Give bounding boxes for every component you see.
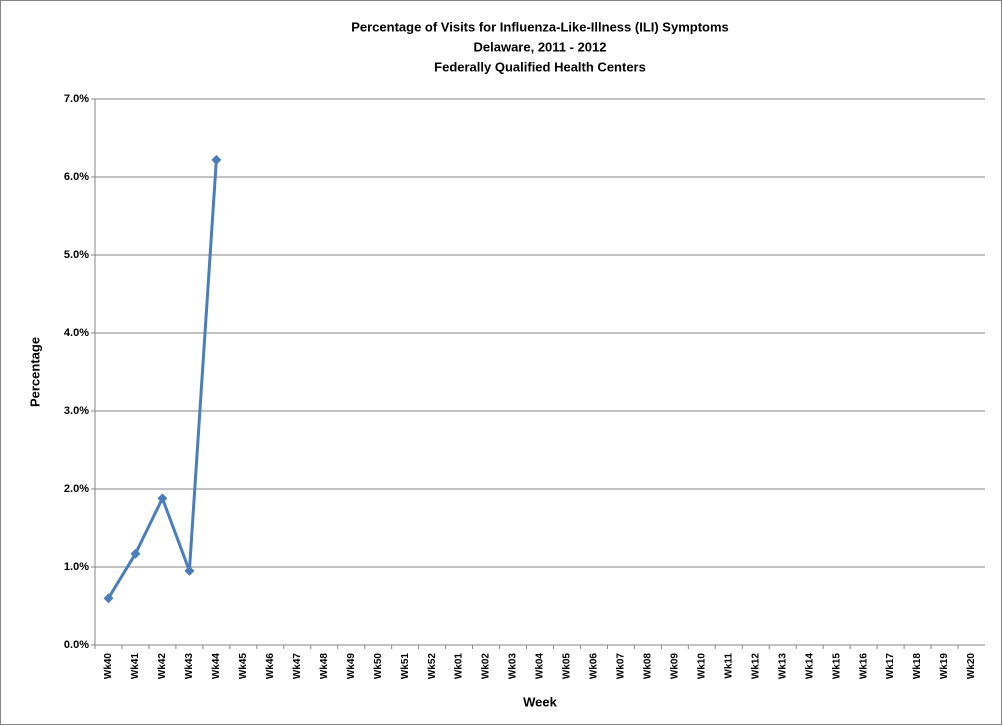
x-tick-label: Wk08: [643, 653, 654, 680]
x-tick-label: Wk17: [885, 653, 896, 680]
x-tick-label: Wk04: [535, 653, 546, 680]
y-tick-label: 0.0%: [64, 639, 89, 651]
x-tick-label: Wk18: [912, 653, 923, 680]
x-tick-label: Wk45: [238, 653, 249, 680]
x-tick-label: Wk01: [454, 653, 465, 680]
x-tick-label: Wk13: [777, 653, 788, 680]
x-tick-label: Wk19: [939, 653, 950, 680]
x-tick-label: Wk16: [858, 653, 869, 680]
x-tick-label: Wk06: [589, 653, 600, 680]
chart-subtitle: Delaware, 2011 - 2012: [474, 39, 607, 54]
x-tick-label: Wk20: [966, 653, 977, 680]
x-tick-label: Wk48: [319, 653, 330, 680]
y-axis-label: Percentage: [27, 337, 42, 407]
x-tick-label: Wk11: [723, 653, 734, 679]
data-point: [103, 593, 114, 604]
x-tick-label: Wk41: [130, 653, 141, 680]
y-tick-label: 5.0%: [64, 249, 89, 261]
x-tick-label: Wk03: [508, 653, 519, 680]
x-axis-label: Week: [523, 694, 557, 709]
x-tick-label: Wk40: [103, 653, 114, 680]
x-tick-label: Wk05: [562, 653, 573, 680]
x-tick-label: Wk46: [265, 653, 276, 680]
y-tick-label: 1.0%: [64, 561, 89, 573]
x-tick-label: Wk07: [616, 653, 627, 680]
y-tick-label: 2.0%: [64, 483, 89, 495]
y-tick-label: 3.0%: [64, 405, 89, 417]
x-tick-label: Wk43: [184, 653, 195, 680]
x-tick-label: Wk49: [346, 653, 357, 680]
x-tick-label: Wk50: [373, 653, 384, 680]
x-tick-label: Wk12: [750, 653, 761, 680]
data-point: [184, 565, 195, 576]
y-tick-label: 6.0%: [64, 171, 89, 183]
y-tick-label: 4.0%: [64, 327, 89, 339]
data-point: [211, 154, 222, 165]
data-point: [130, 548, 141, 559]
y-tick-label: 7.0%: [64, 93, 89, 105]
x-tick-label: Wk14: [804, 653, 815, 680]
x-tick-label: Wk47: [292, 653, 303, 680]
x-tick-label: Wk42: [157, 653, 168, 680]
chart-title: Percentage of Visits for Influenza-Like-…: [351, 19, 729, 34]
x-tick-label: Wk52: [427, 653, 438, 680]
x-tick-label: Wk51: [400, 653, 411, 680]
x-tick-label: Wk15: [831, 653, 842, 680]
x-tick-label: Wk02: [481, 653, 492, 680]
data-point: [157, 493, 168, 504]
chart-subtitle: Federally Qualified Health Centers: [434, 59, 646, 74]
x-tick-label: Wk10: [696, 653, 707, 680]
x-tick-label: Wk09: [669, 653, 680, 680]
x-tick-label: Wk44: [211, 653, 222, 680]
